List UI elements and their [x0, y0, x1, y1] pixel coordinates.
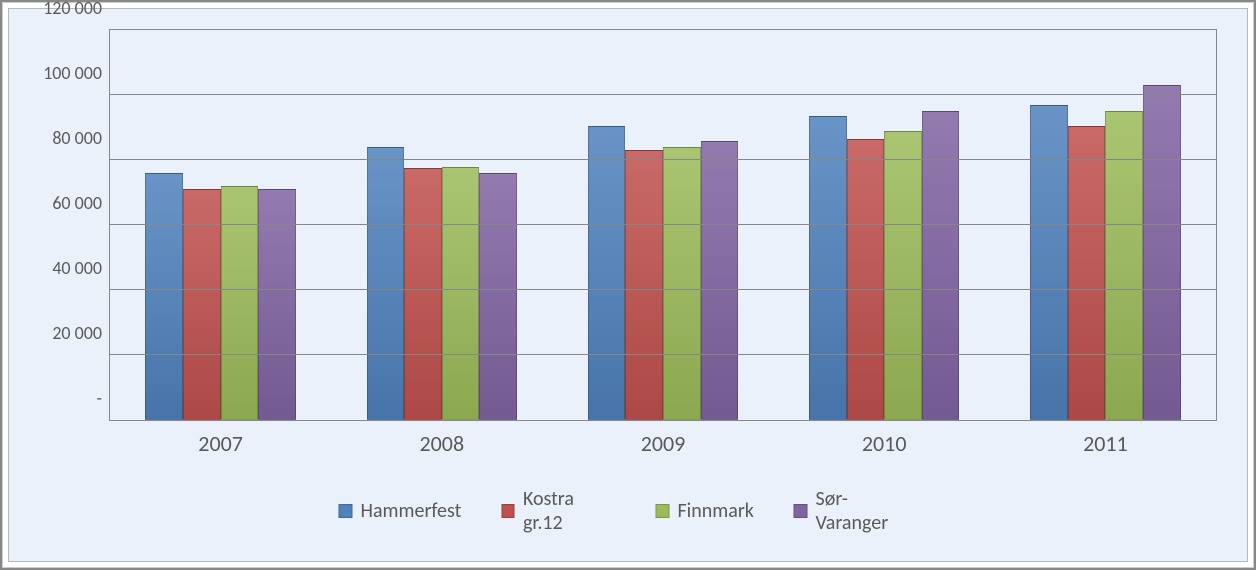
legend: Hammerfest Kostra gr.12 Finnmark Sør-Varang… [319, 477, 938, 545]
bar [479, 173, 517, 420]
legend-label: Kostra gr.12 [523, 487, 616, 535]
legend-label: Sør-Varanger [816, 487, 918, 535]
gridline [110, 224, 1216, 225]
bar [701, 141, 739, 420]
y-tick-label: 20 000 [52, 322, 110, 344]
y-tick-label: 80 000 [52, 127, 110, 149]
x-tick-label: 2007 [198, 420, 243, 457]
legend-item: Kostra gr.12 [501, 487, 615, 535]
bar [221, 186, 259, 420]
y-tick-label: 100 000 [43, 62, 110, 84]
plot-area: -20 00040 00060 00080 000100 000120 0002… [109, 29, 1217, 421]
bar [1030, 105, 1068, 420]
bar [625, 150, 663, 420]
bars-container [110, 30, 1216, 420]
legend-swatch [501, 504, 515, 518]
legend-item: Finnmark [655, 499, 753, 523]
chart-outer-frame: - 20 000 40 000 60 000 80 000 100 000 120 000 2… [0, 0, 1256, 570]
bar [663, 147, 701, 420]
bar [809, 116, 847, 420]
bar [442, 167, 480, 421]
bar [367, 147, 405, 420]
bar [404, 168, 442, 420]
bar [1068, 126, 1106, 420]
y-tick-label: - [96, 387, 110, 409]
bar [884, 131, 922, 420]
x-tick-label: 2008 [419, 420, 464, 457]
gridline [110, 94, 1216, 95]
bar [588, 126, 626, 420]
y-tick-label: 120 000 [43, 0, 110, 19]
legend-label: Finnmark [677, 499, 753, 523]
x-tick-label: 2010 [862, 420, 907, 457]
legend-swatch [339, 504, 353, 518]
bar [1143, 85, 1181, 420]
legend-item: Hammerfest [339, 499, 462, 523]
chart-inner-panel: -20 00040 00060 00080 000100 000120 0002… [8, 8, 1248, 562]
legend-item: Sør-Varanger [794, 487, 918, 535]
y-tick-label: 60 000 [52, 192, 110, 214]
bar [145, 173, 183, 420]
gridline [110, 289, 1216, 290]
gridline [110, 159, 1216, 160]
legend-label: Hammerfest [361, 499, 462, 523]
gridline [110, 354, 1216, 355]
legend-swatch [794, 504, 808, 518]
y-tick-label: 40 000 [52, 257, 110, 279]
bar [922, 111, 960, 420]
x-tick-label: 2009 [641, 420, 686, 457]
legend-swatch [655, 504, 669, 518]
bar [1105, 111, 1143, 420]
x-tick-label: 2011 [1083, 420, 1128, 457]
bar [847, 139, 885, 420]
